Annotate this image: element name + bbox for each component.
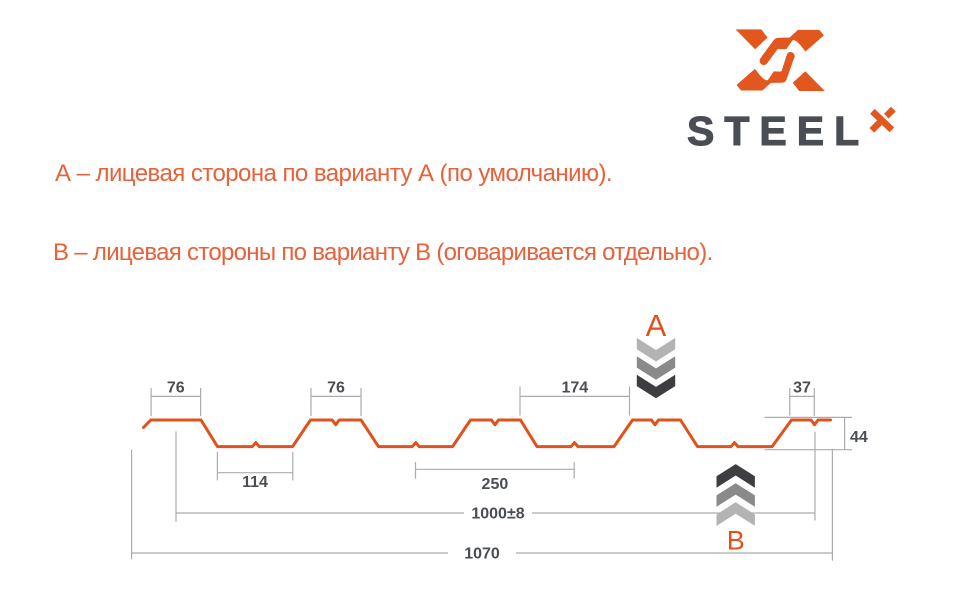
- svg-text:1000±8: 1000±8: [471, 505, 524, 522]
- svg-text:STEEL: STEEL: [687, 108, 869, 154]
- svg-text:174: 174: [561, 379, 588, 396]
- svg-text:37: 37: [793, 379, 811, 396]
- svg-text:44: 44: [850, 429, 868, 446]
- svg-text:114: 114: [242, 474, 268, 491]
- svg-text:76: 76: [167, 379, 185, 396]
- svg-text:250: 250: [482, 476, 509, 493]
- svg-text:А: А: [646, 308, 667, 343]
- svg-text:1070: 1070: [464, 546, 500, 563]
- svg-text:В: В: [727, 526, 745, 556]
- svg-text:76: 76: [327, 379, 345, 396]
